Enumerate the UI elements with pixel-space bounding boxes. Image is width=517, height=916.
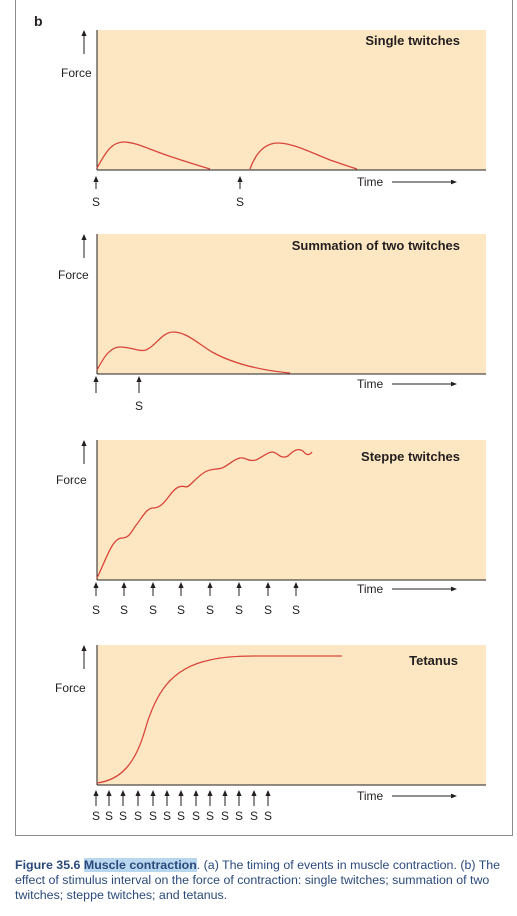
figure-caption: Figure 35.6 Muscle contraction. (a) The … (15, 858, 515, 903)
stimulus-arrow-head (121, 582, 127, 588)
panel-summation: Force Summation of two twitches Time S (58, 234, 486, 413)
panel-title: Tetanus (409, 653, 458, 668)
stimulus-arrow-head (207, 582, 213, 588)
y-axis-label: Force (55, 681, 86, 695)
y-axis-arrow-head (81, 30, 87, 36)
time-arrow-head (451, 381, 457, 387)
panel-background (97, 440, 486, 580)
stimulus-label: S (92, 603, 100, 617)
stimulus-arrow-head (237, 176, 243, 182)
stimulus-label: S (177, 603, 185, 617)
y-axis-label: Force (58, 268, 89, 282)
stimulus-arrow-head (93, 790, 99, 796)
caption-label: Figure 35.6 (15, 858, 81, 872)
stimulus-arrow-head (136, 376, 142, 382)
x-axis-label: Time (357, 377, 384, 391)
x-axis-label: Time (357, 175, 384, 189)
time-arrow-head (451, 179, 457, 185)
stimulus-label: S (206, 809, 214, 823)
stimulus-arrow-head (178, 790, 184, 796)
panel-background (97, 645, 486, 785)
y-axis-label: Force (61, 66, 92, 80)
force-curve (96, 449, 313, 579)
x-axis-label: Time (357, 582, 384, 596)
stimulus-label: S (119, 809, 127, 823)
stimulus-label: S (92, 809, 100, 823)
stimulus-label: S (92, 195, 100, 209)
force-curve (96, 331, 291, 374)
stimulus-label: S (206, 603, 214, 617)
stimulus-arrow-head (251, 790, 257, 796)
figure-frame (15, 0, 513, 836)
caption-text: . (a) The timing of events in muscle con… (15, 858, 501, 902)
stimulus-arrow-head (207, 790, 213, 796)
stimulus-label: S (292, 603, 300, 617)
time-arrow-head (451, 793, 457, 799)
stimulus-label: S (192, 809, 200, 823)
stimulus-label: S (235, 809, 243, 823)
stimulus-label: S (149, 603, 157, 617)
stimulus-arrow-head (193, 790, 199, 796)
y-axis-arrow-head (81, 645, 87, 651)
panel-title: Single twitches (365, 33, 460, 48)
stimulus-label: S (250, 809, 258, 823)
panel-title: Steppe twitches (361, 449, 460, 464)
stimulus-label: S (236, 195, 244, 209)
stimulus-label: S (135, 399, 143, 413)
force-curve (96, 141, 358, 170)
stimulus-arrow-head (93, 582, 99, 588)
stimulus-label: S (163, 809, 171, 823)
time-arrow-head (451, 586, 457, 592)
stimulus-arrow-head (178, 582, 184, 588)
y-axis-label: Force (56, 473, 87, 487)
panel-steppe: Force Steppe twitches Time S S S S S S S S (56, 440, 486, 617)
stimulus-label: S (105, 809, 113, 823)
stimulus-arrow-head (265, 582, 271, 588)
stimulus-label: S (235, 603, 243, 617)
y-axis-arrow-head (81, 440, 87, 446)
stimulus-arrow-head (135, 790, 141, 796)
panel-single-twitches: Force Single twitches Time S S (61, 30, 486, 209)
stimulus-arrow-head (93, 376, 99, 382)
stimulus-arrow-head (150, 790, 156, 796)
x-axis-label: Time (357, 789, 384, 803)
stimulus-label: S (264, 603, 272, 617)
force-curve (96, 655, 342, 784)
stimulus-arrow-head (93, 176, 99, 182)
stimulus-label: S (134, 809, 142, 823)
y-axis-arrow-head (81, 234, 87, 240)
stimulus-arrow-head (222, 790, 228, 796)
panel-title: Summation of two twitches (292, 238, 460, 253)
stimulus-arrow-head (265, 790, 271, 796)
stimulus-arrow-head (236, 790, 242, 796)
stimulus-label: S (177, 809, 185, 823)
stimulus-label: S (120, 603, 128, 617)
panel-background (97, 234, 486, 374)
panel-letter: b (34, 13, 43, 29)
caption-title: Muscle contraction (83, 858, 197, 872)
stimulus-label: S (264, 809, 272, 823)
stimulus-arrow-head (236, 582, 242, 588)
stimulus-arrow-head (150, 582, 156, 588)
stimulus-label: S (221, 809, 229, 823)
stimulus-label: S (149, 809, 157, 823)
stimulus-arrow-head (164, 790, 170, 796)
panel-background (97, 30, 486, 170)
stimulus-arrow-head (120, 790, 126, 796)
stimulus-arrow-head (293, 582, 299, 588)
stimulus-arrow-head (106, 790, 112, 796)
